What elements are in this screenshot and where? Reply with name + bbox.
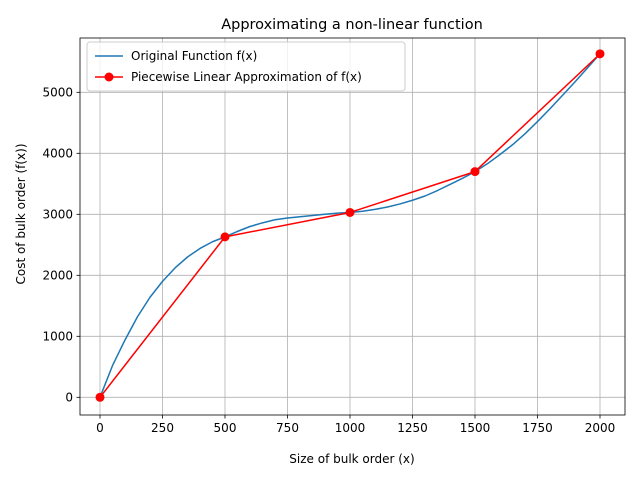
x-tick-label: 2000 [585, 421, 616, 435]
y-tick-label: 0 [65, 390, 73, 404]
legend-label-approximation: Piecewise Linear Approximation of f(x) [131, 70, 362, 84]
series-layer [95, 49, 605, 402]
y-tick-label: 5000 [42, 85, 73, 99]
x-tick-label: 750 [276, 421, 299, 435]
data-point [595, 49, 605, 59]
x-axis-title: Size of bulk order (x) [289, 452, 414, 466]
y-tick-label: 1000 [42, 329, 73, 343]
legend-box [86, 41, 406, 92]
y-tick-label: 2000 [42, 268, 73, 282]
y-tick-label: 4000 [42, 146, 73, 160]
x-tick-label: 1500 [460, 421, 491, 435]
data-point [95, 392, 105, 402]
chart-title: Approximating a non-linear function [221, 17, 483, 33]
y-axis-title: Cost of bulk order (f(x)) [14, 143, 28, 284]
data-point [345, 207, 355, 217]
x-tick-label: 250 [151, 421, 174, 435]
data-point [220, 232, 230, 242]
x-tick-label: 1000 [335, 421, 366, 435]
y-tick-label: 3000 [42, 207, 73, 221]
x-tick-label: 500 [214, 421, 237, 435]
plot-frame [79, 37, 626, 416]
x-tick-label: 0 [96, 421, 104, 435]
x-tick-label: 1750 [522, 421, 553, 435]
legend-label-original: Original Function f(x) [131, 49, 257, 63]
grid [80, 38, 625, 415]
legend: Original Function f(x) Piecewise Linear … [86, 41, 406, 92]
data-point [470, 167, 480, 177]
ticks: 0 250 500 750 1000 1250 1500 1750 2000 0 1000 2000 3… [42, 85, 615, 435]
legend-marker-approximation [104, 72, 114, 82]
x-tick-label: 1250 [397, 421, 428, 435]
